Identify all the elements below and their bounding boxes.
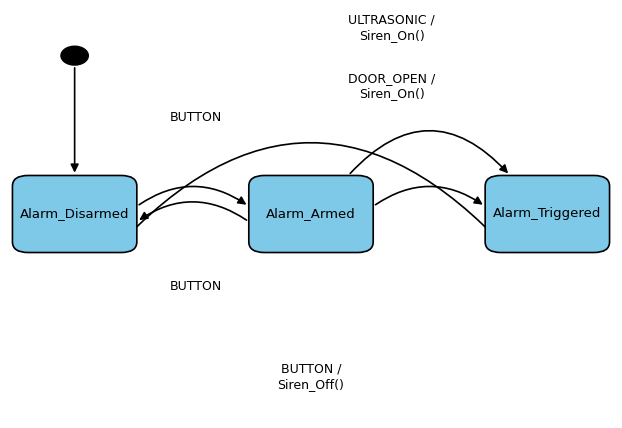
FancyArrowPatch shape xyxy=(350,131,507,173)
Text: DOOR_OPEN /
Siren_On(): DOOR_OPEN / Siren_On() xyxy=(348,71,435,100)
FancyArrowPatch shape xyxy=(139,187,245,205)
Text: Alarm_Disarmed: Alarm_Disarmed xyxy=(20,208,129,220)
Text: BUTTON /
Siren_Off(): BUTTON / Siren_Off() xyxy=(277,363,345,391)
Circle shape xyxy=(61,46,88,65)
FancyArrowPatch shape xyxy=(115,143,508,250)
Text: BUTTON: BUTTON xyxy=(170,280,222,293)
Text: Alarm_Triggered: Alarm_Triggered xyxy=(493,208,601,220)
FancyArrowPatch shape xyxy=(141,202,246,220)
FancyBboxPatch shape xyxy=(249,175,373,253)
FancyBboxPatch shape xyxy=(485,175,610,253)
Text: BUTTON: BUTTON xyxy=(170,111,222,124)
FancyArrowPatch shape xyxy=(376,187,481,205)
Text: ULTRASONIC /
Siren_On(): ULTRASONIC / Siren_On() xyxy=(348,14,435,42)
FancyBboxPatch shape xyxy=(12,175,137,253)
Text: Alarm_Armed: Alarm_Armed xyxy=(266,208,356,220)
